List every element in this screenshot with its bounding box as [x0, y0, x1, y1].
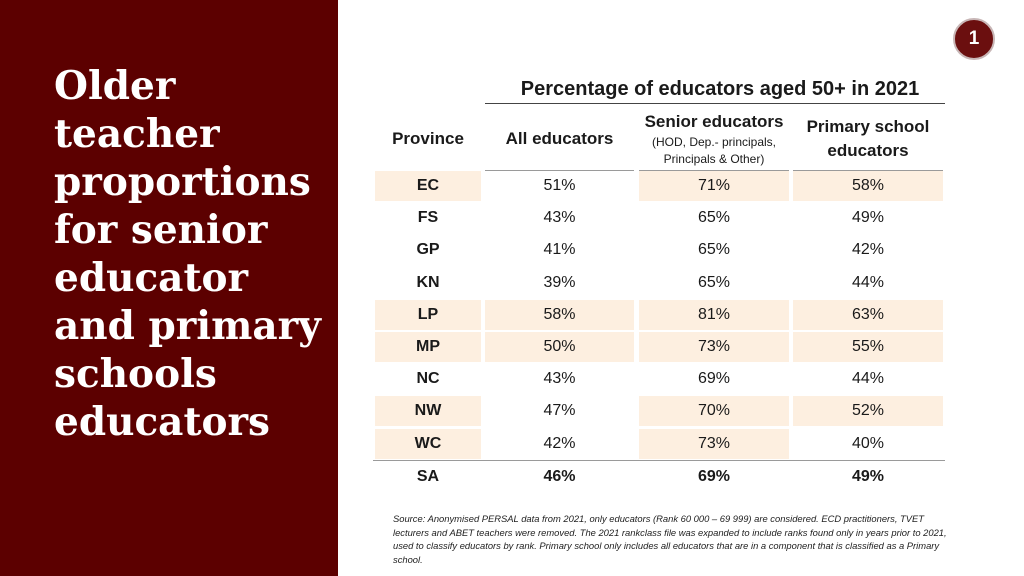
- table-row: LP 58% 81% 63%: [373, 299, 945, 331]
- page-number-badge: 1: [953, 18, 995, 60]
- header-underline: [639, 170, 789, 171]
- percentage-cell: 49%: [851, 209, 885, 227]
- slide-title: Older teacher proportions for senior edu…: [54, 63, 321, 445]
- percentage-cell: 58%: [793, 171, 943, 201]
- column-headers: Province All educators Senior educators …: [373, 108, 945, 171]
- percentage-cell: 63%: [793, 299, 943, 330]
- percentage-cell: 39%: [543, 273, 576, 291]
- total-percentage-cell: 69%: [697, 467, 731, 485]
- header-underline: [485, 170, 634, 171]
- percentage-cell: 65%: [697, 273, 731, 291]
- percentage-cell: 43%: [543, 209, 576, 227]
- province-cell: LP: [375, 299, 481, 330]
- province-cell: NW: [375, 396, 481, 427]
- table-row: NC 43% 69% 44%: [373, 363, 945, 395]
- percentage-cell: 69%: [697, 370, 731, 388]
- percentage-cell: 41%: [543, 241, 576, 259]
- total-label-cell: SA: [416, 467, 440, 485]
- header-primary-label-2: educators: [827, 141, 909, 160]
- province-cell: EC: [375, 171, 481, 201]
- total-percentage-cell: 49%: [851, 467, 885, 485]
- province-cell: WC: [375, 428, 481, 459]
- table-row: WC 42% 73% 40%: [373, 428, 945, 460]
- percentage-cell: 42%: [851, 241, 885, 259]
- source-note: Source: Anonymised PERSAL data from 2021…: [393, 513, 947, 565]
- percentage-cell: 73%: [639, 428, 789, 459]
- province-cell: KN: [416, 273, 440, 291]
- percentage-cell: 44%: [851, 273, 885, 291]
- total-percentage-cell: 46%: [543, 467, 576, 485]
- percentage-cell: 65%: [697, 241, 731, 259]
- province-cell: NC: [416, 370, 440, 388]
- header-senior-sub-2: Principals & Other): [663, 152, 765, 166]
- table-row: GP 41% 65% 42%: [373, 234, 945, 266]
- table-row: KN 39% 65% 44%: [373, 267, 945, 299]
- percentage-cell: 81%: [639, 299, 789, 330]
- percentage-cell: 71%: [639, 171, 789, 201]
- percentage-cell: 42%: [543, 434, 576, 452]
- header-primary-educators: Primary school educators: [793, 108, 943, 171]
- province-cell: FS: [417, 209, 439, 227]
- header-primary-label-1: Primary school: [806, 117, 930, 136]
- table-total-row: SA 46% 69% 49%: [373, 459, 945, 492]
- table-row: MP 50% 73% 55%: [373, 331, 945, 363]
- percentage-cell: 65%: [697, 209, 731, 227]
- table-row: EC 51% 71% 58%: [373, 170, 945, 202]
- percentage-cell: 70%: [639, 396, 789, 427]
- header-all-educators: All educators: [485, 108, 634, 171]
- percentage-cell: 40%: [851, 434, 885, 452]
- percentage-cell: 43%: [543, 370, 576, 388]
- percentage-cell: 55%: [793, 331, 943, 362]
- table-row: NW 47% 70% 52%: [373, 395, 945, 427]
- header-underline: [793, 170, 943, 171]
- percentage-cell: 52%: [793, 396, 943, 427]
- header-senior-educators: Senior educators (HOD, Dep.- principals,…: [639, 108, 789, 171]
- header-all-label: All educators: [505, 129, 614, 148]
- title-panel: Older teacher proportions for senior edu…: [0, 0, 338, 576]
- province-cell: GP: [416, 241, 440, 259]
- percentage-cell: 50%: [485, 331, 634, 362]
- percentage-cell: 58%: [485, 299, 634, 330]
- header-province-label: Province: [392, 129, 464, 148]
- header-province: Province: [375, 108, 481, 170]
- percentage-cell: 73%: [639, 331, 789, 362]
- header-senior-sub-1: (HOD, Dep.- principals,: [651, 135, 777, 149]
- table-row: FS 43% 65% 49%: [373, 202, 945, 234]
- percentage-cell: 47%: [543, 402, 576, 420]
- table-super-header: Percentage of educators aged 50+ in 2021: [485, 74, 945, 104]
- percentage-cell: 51%: [543, 177, 576, 194]
- percentage-cell: 44%: [851, 370, 885, 388]
- province-cell: MP: [375, 331, 481, 362]
- table-body: EC 51% 71% 58% FS 43% 65% 49% GP 41% 65% 42% KN 39% 65…: [373, 170, 945, 492]
- header-senior-label: Senior educators: [644, 112, 784, 131]
